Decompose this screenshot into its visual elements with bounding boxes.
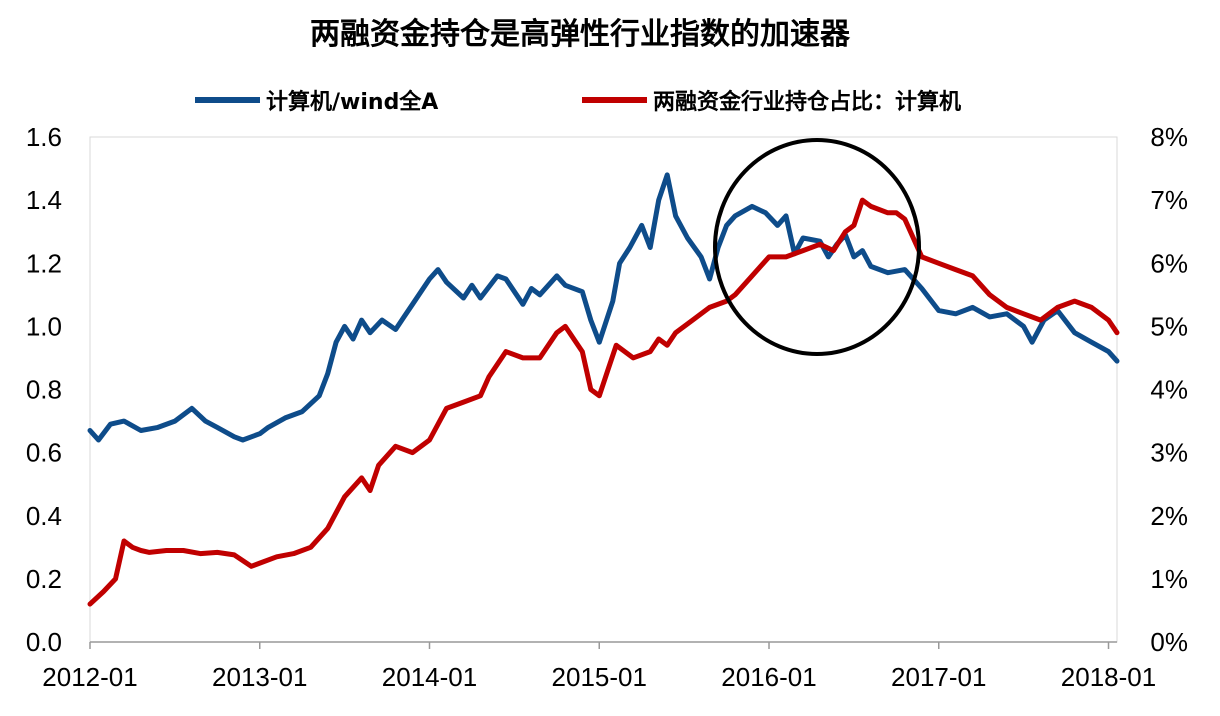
y-left-tick-label: 0.6 xyxy=(26,438,62,468)
y-left-tick-label: 1.0 xyxy=(26,311,62,341)
x-tick-label: 2017-01 xyxy=(891,662,986,692)
y-right-tick-label: 3% xyxy=(1150,438,1188,468)
series-line-margin-share xyxy=(87,197,1120,607)
legend-label-margin-share: 两融资金行业持仓占比：计算机 xyxy=(653,89,961,115)
axes: 2012-01 2013-01 2014-01 2015-01 2016-01 2017-… xyxy=(26,122,1188,692)
x-tick-label: 2015-01 xyxy=(552,662,647,692)
x-tick-label: 2012-01 xyxy=(42,662,137,692)
x-tick-label: 2014-01 xyxy=(382,662,477,692)
legend-label-computer-index: 计算机/wind全A xyxy=(266,89,438,115)
x-tick-label: 2013-01 xyxy=(212,662,307,692)
y-right-tick-label: 0% xyxy=(1150,627,1188,657)
highlight-circle xyxy=(713,138,921,356)
series-line-computer-index xyxy=(87,172,1120,443)
y-right-tick-label: 7% xyxy=(1150,185,1188,215)
y-right-tick-label: 1% xyxy=(1150,564,1188,594)
legend: 计算机/wind全A 两融资金行业持仓占比：计算机 xyxy=(195,89,961,115)
y-left-tick-label: 0.8 xyxy=(26,375,62,405)
y-left-tick-label: 1.4 xyxy=(26,185,62,215)
y-right-tick-label: 4% xyxy=(1150,375,1188,405)
y-right-tick-label: 5% xyxy=(1150,311,1188,341)
y-left-tick-label: 1.2 xyxy=(26,248,62,278)
x-tick-label: 2018-01 xyxy=(1061,662,1156,692)
y-left-tick-label: 1.6 xyxy=(26,122,62,152)
y-left-tick-label: 0.2 xyxy=(26,564,62,594)
y-left-tick-label: 0.0 xyxy=(26,627,62,657)
y-left-tick-label: 0.4 xyxy=(26,501,62,531)
y-right-tick-label: 6% xyxy=(1150,248,1188,278)
series-lines xyxy=(87,172,1120,607)
chart-title: 两融资金持仓是高弹性行业指数的加速器 xyxy=(310,17,851,52)
y-right-tick-label: 8% xyxy=(1150,122,1188,152)
y-right-tick-label: 2% xyxy=(1150,501,1188,531)
x-tick-label: 2016-01 xyxy=(721,662,816,692)
